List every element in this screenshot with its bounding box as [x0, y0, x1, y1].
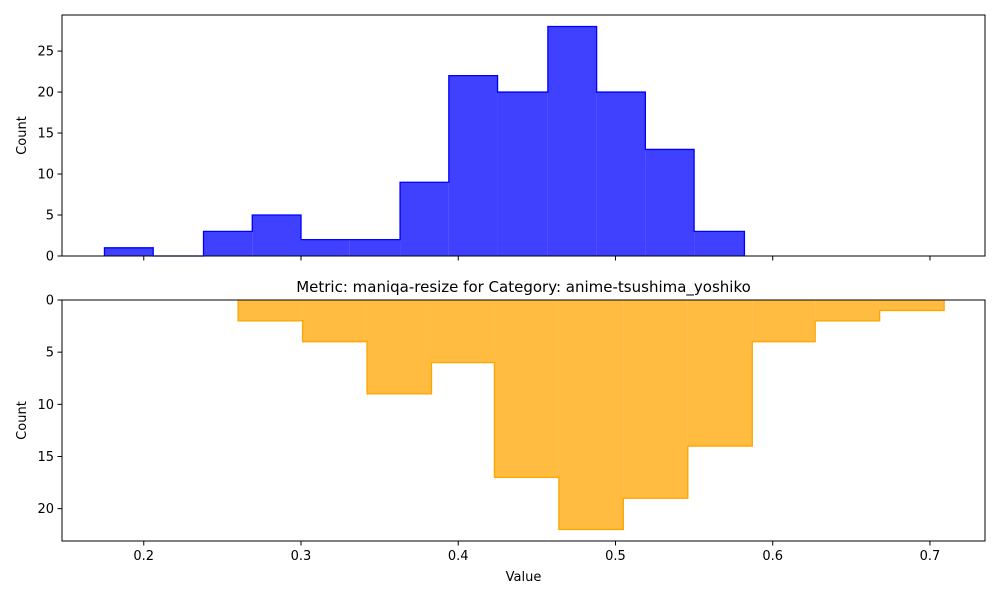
bottom-chart-title: Metric: maniqa-resize for Category: anim…: [296, 278, 751, 297]
histogram-bar: [448, 75, 498, 256]
x-tick-label: 0.4: [448, 549, 469, 564]
histogram-bar: [349, 239, 401, 256]
histogram-bar: [752, 300, 816, 342]
y-tick-label: 15: [37, 127, 54, 142]
histogram-bar: [547, 26, 597, 256]
histogram-bar: [879, 300, 945, 311]
histogram-bar: [687, 300, 753, 447]
histogram-bar: [238, 300, 303, 321]
top-subplot: 0 5 10 15 20 25 Count: [15, 14, 986, 265]
top-histogram-marks: [103, 25, 746, 257]
bottom-plot-frame: [61, 299, 986, 542]
y-tick-label: 0: [46, 250, 54, 265]
histogram-bar: [596, 92, 646, 257]
histogram-bar: [494, 300, 559, 478]
y-tick-label: 5: [46, 209, 54, 224]
histogram-bar: [302, 300, 368, 342]
histogram-bar: [301, 239, 350, 256]
top-plot-frame: [61, 14, 986, 257]
y-tick-label: 5: [46, 346, 54, 361]
bottom-x-ticks: 0.2 0.3 0.4 0.5 0.6 0.7: [133, 541, 940, 564]
histogram-bar: [497, 92, 548, 257]
histogram-step-outline: [237, 300, 945, 531]
top-y-ticks: 0 5 10 15 20 25: [37, 45, 62, 265]
y-tick-label: 0: [46, 294, 54, 309]
x-tick-label: 0.5: [605, 549, 626, 564]
y-tick-label: 15: [37, 450, 54, 465]
y-tick-label: 25: [37, 45, 54, 60]
histogram-bar: [400, 182, 449, 256]
x-tick-label: 0.2: [133, 549, 154, 564]
bottom-subplot: Metric: maniqa-resize for Category: anim…: [15, 278, 986, 585]
histogram-bar: [558, 300, 624, 530]
bottom-x-axis-label: Value: [506, 570, 542, 585]
histogram-bar: [252, 215, 302, 256]
x-tick-label: 0.3: [291, 549, 312, 564]
y-tick-label: 10: [37, 168, 54, 183]
x-tick-label: 0.7: [920, 549, 941, 564]
bottom-y-ticks: 0 5 10 15 20: [37, 294, 62, 517]
y-tick-label: 20: [37, 502, 54, 517]
histogram-bar: [645, 149, 695, 256]
histogram-bar: [104, 247, 154, 256]
top-y-axis-label: Count: [15, 116, 30, 155]
y-tick-label: 20: [37, 86, 54, 101]
top-x-ticks: [143, 256, 931, 261]
histogram-bar: [694, 231, 745, 256]
x-tick-label: 0.6: [762, 549, 783, 564]
histogram-bar: [203, 231, 253, 256]
bottom-y-axis-label: Count: [15, 401, 30, 440]
bottom-histogram-marks: [237, 300, 945, 531]
y-tick-label: 10: [37, 398, 54, 413]
histogram-bar: [431, 300, 495, 363]
histogram-step-outline: [103, 25, 746, 257]
histogram-bar: [623, 300, 688, 499]
histogram-bar: [367, 300, 432, 394]
histogram-bar: [815, 300, 880, 321]
